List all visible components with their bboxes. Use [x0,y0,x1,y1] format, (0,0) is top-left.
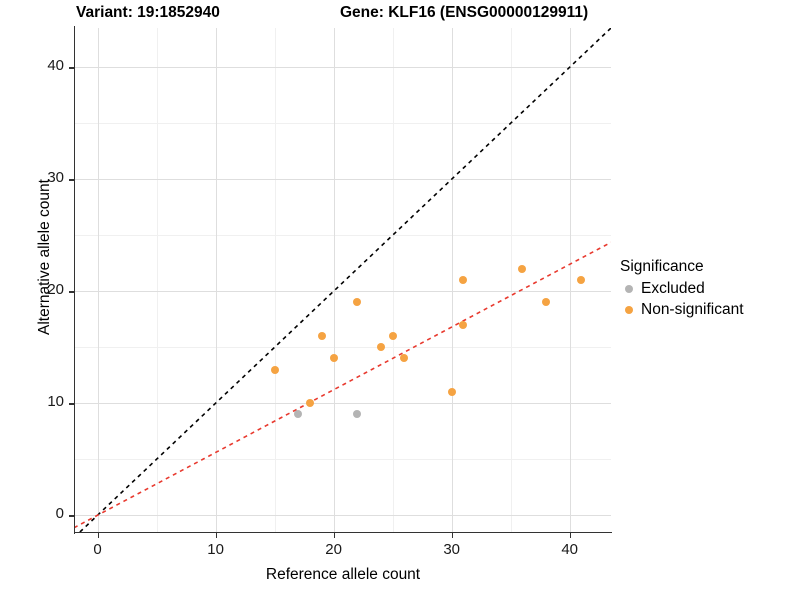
chart-title: Variant: 19:1852940 Gene: KLF16 (ENSG000… [0,0,800,28]
gridline-major-vertical [569,28,571,532]
legend-title: Significance [620,258,704,275]
legend: Significance Excluded Non-significant [620,258,795,320]
y-tick-label: 0 [55,505,64,523]
data-point [317,332,326,340]
x-tick-label: 0 [93,541,102,558]
y-tick [69,179,74,181]
gridline-major-vertical [451,28,453,532]
data-point [459,276,468,284]
y-axis-line [74,26,76,534]
y-tick [69,403,74,405]
plot-panel [74,28,611,532]
x-tick [97,533,99,538]
reference-line-fitted [74,241,611,529]
x-tick-label: 20 [325,541,342,558]
y-axis-label: Alternative allele count [36,179,53,335]
data-point [400,354,409,363]
gridline-major-vertical [97,28,99,532]
data-point [353,298,362,307]
legend-label: Excluded [641,279,705,297]
data-point [376,343,385,352]
x-tick-label: 10 [207,541,224,558]
data-point [542,298,551,307]
gridline-major-vertical [215,28,217,532]
gridline-minor-horizontal [74,123,611,125]
gene-title: Gene: KLF16 (ENSG00000129911) [340,4,589,21]
y-tick [69,67,74,69]
gridline-minor-vertical [156,28,158,532]
x-tick-label: 30 [443,541,460,558]
x-tick [569,533,572,538]
gridline-minor-vertical [510,28,512,532]
data-point [577,276,586,284]
legend-item-non-significant[interactable]: Non-significant [620,299,795,320]
legend-item-excluded[interactable]: Excluded [620,278,795,299]
x-tick [215,533,218,538]
data-point [447,388,456,396]
gridline-major-horizontal [74,403,611,405]
data-point [388,332,397,340]
gridline-major-horizontal [74,179,611,181]
data-point [270,365,279,374]
legend-key-icon [620,284,638,293]
x-tick-label: 40 [561,541,579,558]
gridline-major-horizontal [74,515,611,517]
gridline-major-vertical [333,28,335,532]
y-tick [69,291,74,293]
y-tick-label: 20 [47,281,64,299]
x-tick [451,533,454,538]
gridline-minor-horizontal [74,347,611,349]
gridline-major-horizontal [74,291,611,293]
data-point [329,354,338,363]
y-tick-label: 30 [47,169,64,187]
y-tick [69,515,74,517]
x-axis-label: Reference allele count [265,566,421,583]
gridline-minor-vertical [274,28,276,532]
legend-items: Excluded Non-significant [620,278,795,320]
data-point [459,320,468,329]
legend-label: Non-significant [641,300,744,318]
x-axis-line [74,532,612,534]
gridline-minor-horizontal [74,459,611,461]
gridline-major-horizontal [74,67,611,69]
gridline-minor-horizontal [74,235,611,237]
y-tick-label: 10 [47,393,64,411]
data-point [294,410,303,419]
reference-lines [74,28,611,532]
legend-key-icon [620,305,638,314]
data-point [518,264,527,273]
data-point [353,410,362,419]
data-point [306,399,315,408]
gridline-minor-vertical [392,28,394,532]
reference-line-identity [79,28,611,532]
variant-title: Variant: 19:1852940 [76,4,220,21]
y-tick-label: 40 [47,57,64,75]
x-tick [333,533,336,538]
